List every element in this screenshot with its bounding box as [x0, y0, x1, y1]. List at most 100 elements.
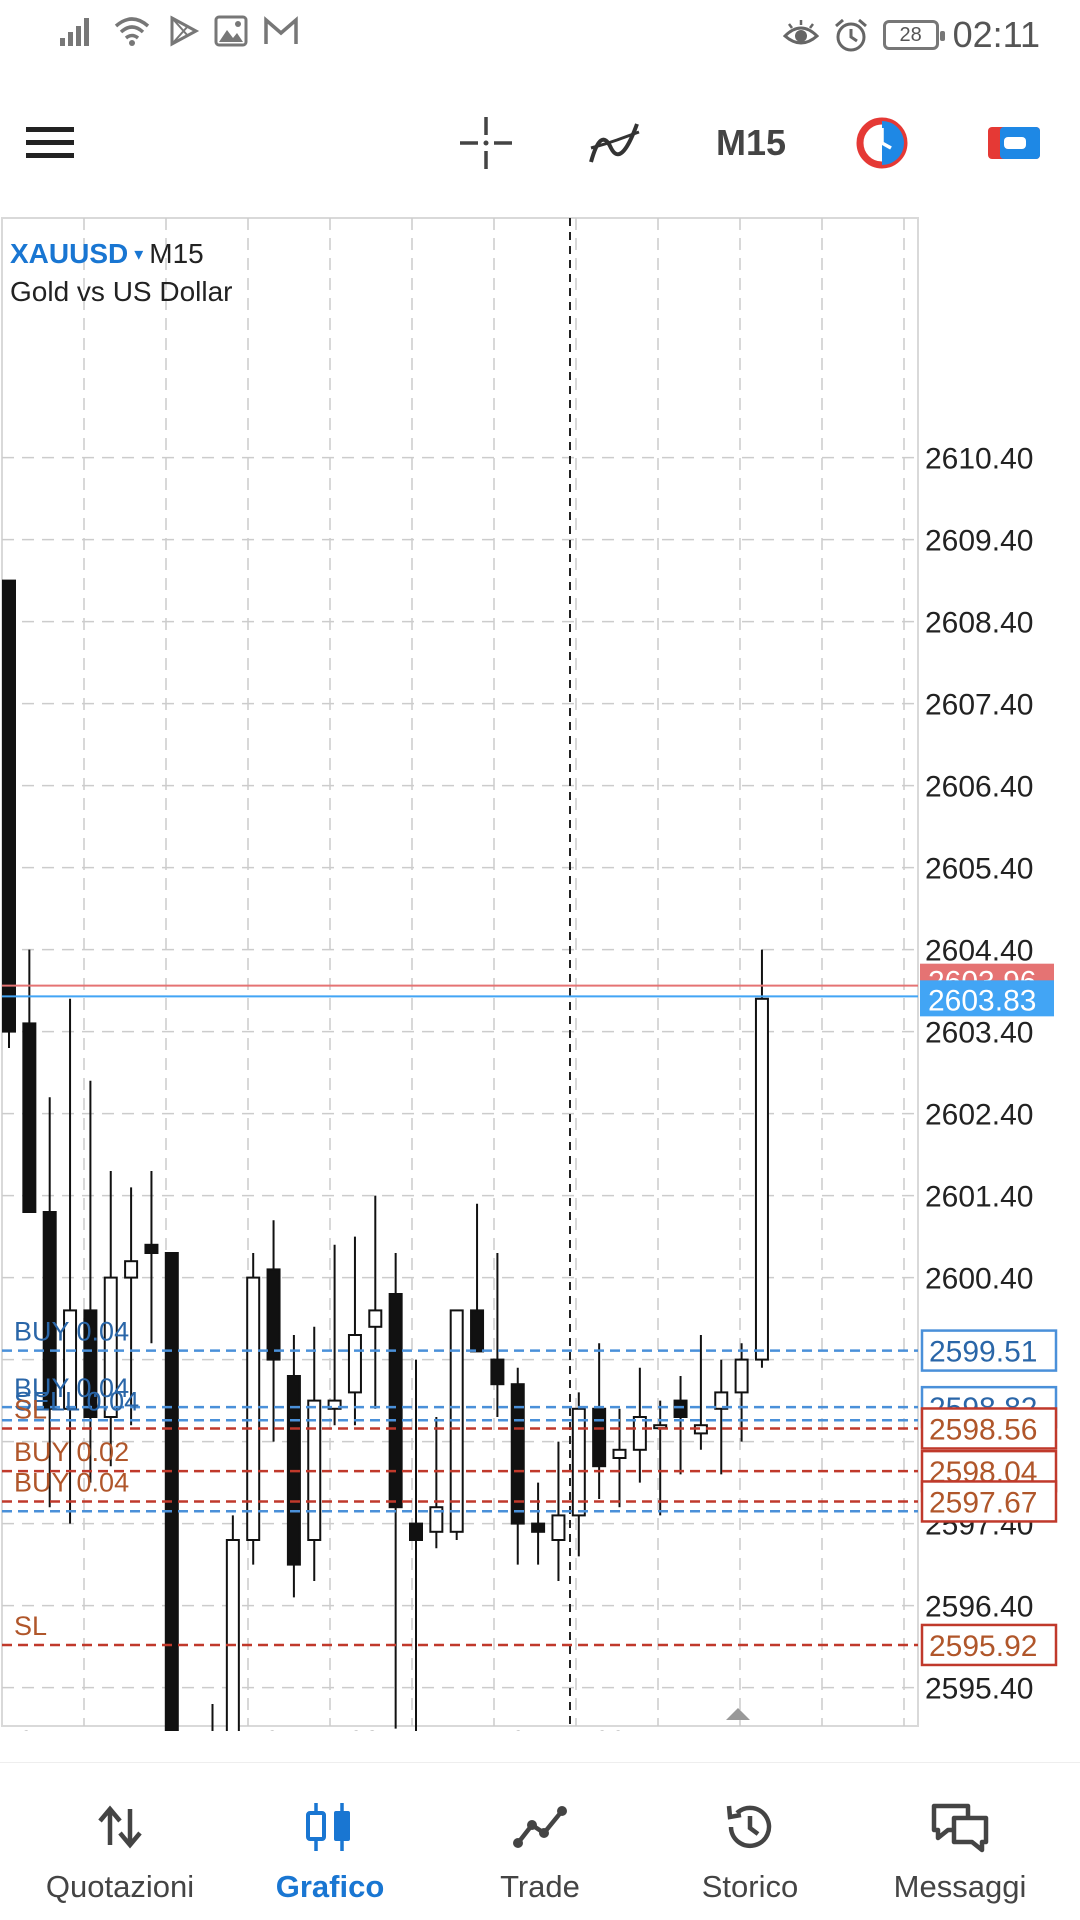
candle-body[interactable]	[144, 1243, 159, 1255]
candle-body[interactable]	[409, 1522, 423, 1541]
order-line-label: BUY 0.04	[14, 1467, 129, 1497]
timeframe-label: M15	[715, 122, 787, 163]
candle-body[interactable]	[266, 1268, 281, 1361]
price-axis-label: 2604.40	[925, 935, 1033, 968]
one-click-trading-button[interactable]	[984, 110, 1044, 176]
symbol-dropdown-arrow-icon[interactable]: ▾	[134, 243, 144, 264]
status-right-icons: 28 02:11	[782, 14, 1040, 56]
candle-body[interactable]	[246, 1276, 261, 1541]
candle-body[interactable]	[42, 1211, 57, 1410]
candle-body[interactable]	[470, 1309, 485, 1353]
order-price-tag[interactable]	[920, 1623, 1058, 1667]
symbol-timeframe: M15	[149, 238, 204, 269]
nav-messages[interactable]: Messaggi	[852, 1763, 1068, 1920]
nav-trade[interactable]: Trade	[432, 1763, 648, 1920]
candle-body[interactable]	[83, 1309, 98, 1419]
order-price-tag[interactable]	[920, 1329, 1058, 1372]
menu-icon	[26, 127, 74, 158]
time-axis-label: 12 Nov 23:15	[494, 1726, 667, 1731]
status-left-icons	[58, 14, 300, 48]
order-line-label: SL	[14, 1394, 47, 1424]
candle-body[interactable]	[673, 1399, 688, 1418]
order-price-tag-text: 2598.56	[929, 1413, 1037, 1446]
candle-body[interactable]	[2, 579, 16, 1033]
order-price-tag[interactable]	[920, 1480, 1058, 1523]
price-axis-label: 2600.40	[925, 1263, 1033, 1296]
crosshair-button[interactable]	[456, 110, 516, 176]
trade-line-icon	[513, 1806, 567, 1848]
nav-history[interactable]: Storico	[642, 1763, 858, 1920]
order-price-tag[interactable]	[920, 1407, 1058, 1450]
candle-body[interactable]	[531, 1522, 546, 1533]
price-axis-label: 2595.40	[925, 1673, 1033, 1706]
candle-body[interactable]	[124, 1260, 139, 1279]
candle-body[interactable]	[714, 1391, 729, 1410]
symbol-selector[interactable]: XAUUSD	[10, 238, 129, 269]
symbol-info: XAUUSD ▾ M15 Gold vs US Dollar	[10, 238, 233, 308]
candle-body[interactable]	[754, 997, 769, 1361]
battery-indicator: 28	[882, 20, 945, 50]
nav-label-trade: Trade	[500, 1869, 580, 1904]
messages-icon	[931, 1803, 989, 1853]
nav-chart[interactable]: Grafico	[222, 1763, 438, 1920]
candle-body[interactable]	[551, 1514, 566, 1542]
chart-shift-marker-icon[interactable]	[726, 1708, 750, 1720]
order-line-label: SELL 0.04	[14, 1386, 139, 1416]
candle-body[interactable]	[347, 1334, 362, 1394]
nav-label-history: Storico	[701, 1869, 799, 1904]
order-line-label: BUY 0.04	[14, 1373, 129, 1403]
chart-toolbar: M15	[0, 88, 1080, 198]
candle-body[interactable]	[734, 1358, 749, 1394]
candle-body[interactable]	[22, 1022, 37, 1214]
candle-body[interactable]	[490, 1358, 505, 1386]
time-axis-label: 12 Nov 17:15	[2, 1726, 175, 1731]
candle-body[interactable]	[429, 1506, 444, 1533]
bid-price-tag-text: 2603.83	[928, 984, 1036, 1017]
candle-body[interactable]	[103, 1276, 118, 1418]
symbol-description: Gold vs US Dollar	[10, 276, 233, 307]
market-watch-clock-button[interactable]	[852, 110, 912, 176]
nav-quotes[interactable]: Quotazioni	[12, 1763, 228, 1920]
order-line-label: SL	[14, 1611, 47, 1641]
clock-icon	[856, 117, 908, 169]
price-axis-label: 2609.40	[925, 525, 1033, 558]
alarm-icon	[834, 18, 867, 52]
candle-body[interactable]	[164, 1252, 179, 1853]
price-axis-label: 2610.40	[925, 443, 1033, 476]
order-price-tag-text: 2595.92	[929, 1630, 1037, 1663]
play-icon	[170, 15, 200, 47]
candle-body[interactable]	[225, 1539, 240, 1771]
candle-body[interactable]	[612, 1448, 627, 1460]
candle-body[interactable]	[327, 1399, 342, 1410]
candle-body[interactable]	[388, 1293, 403, 1509]
candle-body[interactable]	[63, 1309, 78, 1410]
candle-body[interactable]	[571, 1407, 586, 1517]
nav-label-chart: Grafico	[275, 1869, 385, 1904]
timeframe-button[interactable]: M15	[706, 110, 796, 176]
price-axis-label: 2608.40	[925, 607, 1033, 640]
indicators-icon	[589, 123, 640, 163]
candle-body[interactable]	[632, 1416, 647, 1451]
indicators-button[interactable]	[585, 110, 645, 176]
battery-level: 28	[899, 23, 922, 46]
price-axis-label: 2603.40	[925, 1017, 1033, 1050]
chart-candles-icon	[306, 1803, 350, 1851]
price-chart[interactable]: BUY 0.04 BUY 0.04 SELL 0.04 SL BUY 0.02 BUY 0…	[0, 216, 1080, 1918]
nav-label-messages: Messaggi	[893, 1869, 1027, 1904]
history-clock-icon	[726, 1805, 772, 1849]
candle-body[interactable]	[592, 1407, 607, 1468]
crosshair-icon	[460, 117, 512, 169]
nav-label-quotes: Quotazioni	[45, 1869, 195, 1904]
price-axis-label: 2602.40	[925, 1099, 1033, 1132]
one-click-trading-icon	[988, 127, 1040, 159]
gmail-icon	[264, 16, 298, 44]
price-axis-label: 2605.40	[925, 853, 1033, 886]
price-axis-label: 2607.40	[925, 689, 1033, 722]
order-line-label: BUY 0.02	[14, 1437, 129, 1467]
price-axis-label: 2606.40	[925, 771, 1033, 804]
order-price-tag-text: 2599.51	[929, 1336, 1037, 1369]
menu-button[interactable]	[24, 110, 76, 176]
candle-body[interactable]	[368, 1309, 383, 1328]
status-time: 02:11	[952, 14, 1040, 55]
